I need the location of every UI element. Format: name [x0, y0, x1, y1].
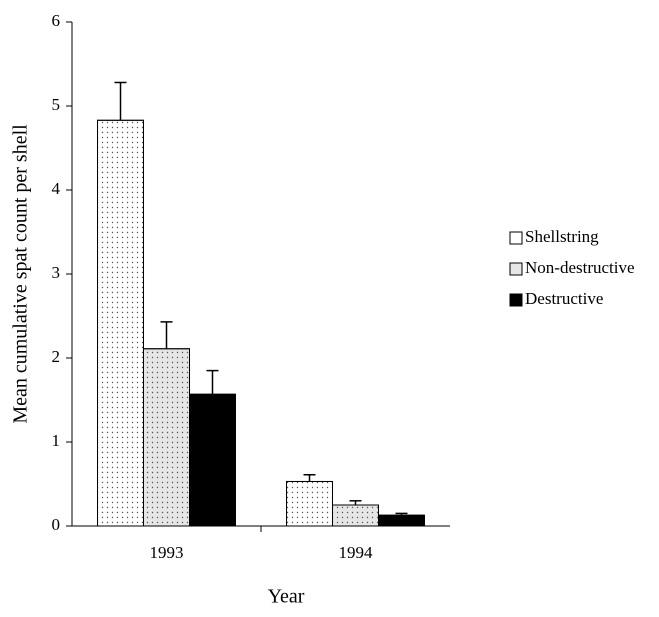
bar-pattern: [332, 504, 379, 527]
y-tick-label: 6: [52, 11, 61, 30]
y-axis-label: Mean cumulative spat count per shell: [10, 124, 32, 424]
y-tick-label: 3: [52, 263, 61, 282]
y-tick-label: 1: [52, 431, 61, 450]
bar: [377, 514, 425, 527]
legend-swatch: [509, 262, 523, 276]
y-tick-label: 4: [52, 179, 61, 198]
legend-swatch: [509, 231, 523, 245]
x-tick-label: 1993: [150, 543, 184, 562]
y-tick-label: 2: [52, 347, 61, 366]
legend-label: Destructive: [525, 289, 603, 308]
legend-label: Non-destructive: [525, 258, 635, 277]
x-axis-label: Year: [268, 586, 305, 608]
bar-pattern: [97, 119, 145, 527]
bar-pattern: [143, 348, 190, 527]
legend-label: Shellstring: [525, 227, 599, 246]
legend-swatch: [509, 293, 523, 307]
y-tick-label: 5: [52, 95, 61, 114]
y-tick-label: 0: [52, 515, 61, 534]
x-tick-label: 1994: [339, 543, 374, 562]
bar-pattern: [286, 480, 334, 527]
bar: [188, 393, 236, 527]
